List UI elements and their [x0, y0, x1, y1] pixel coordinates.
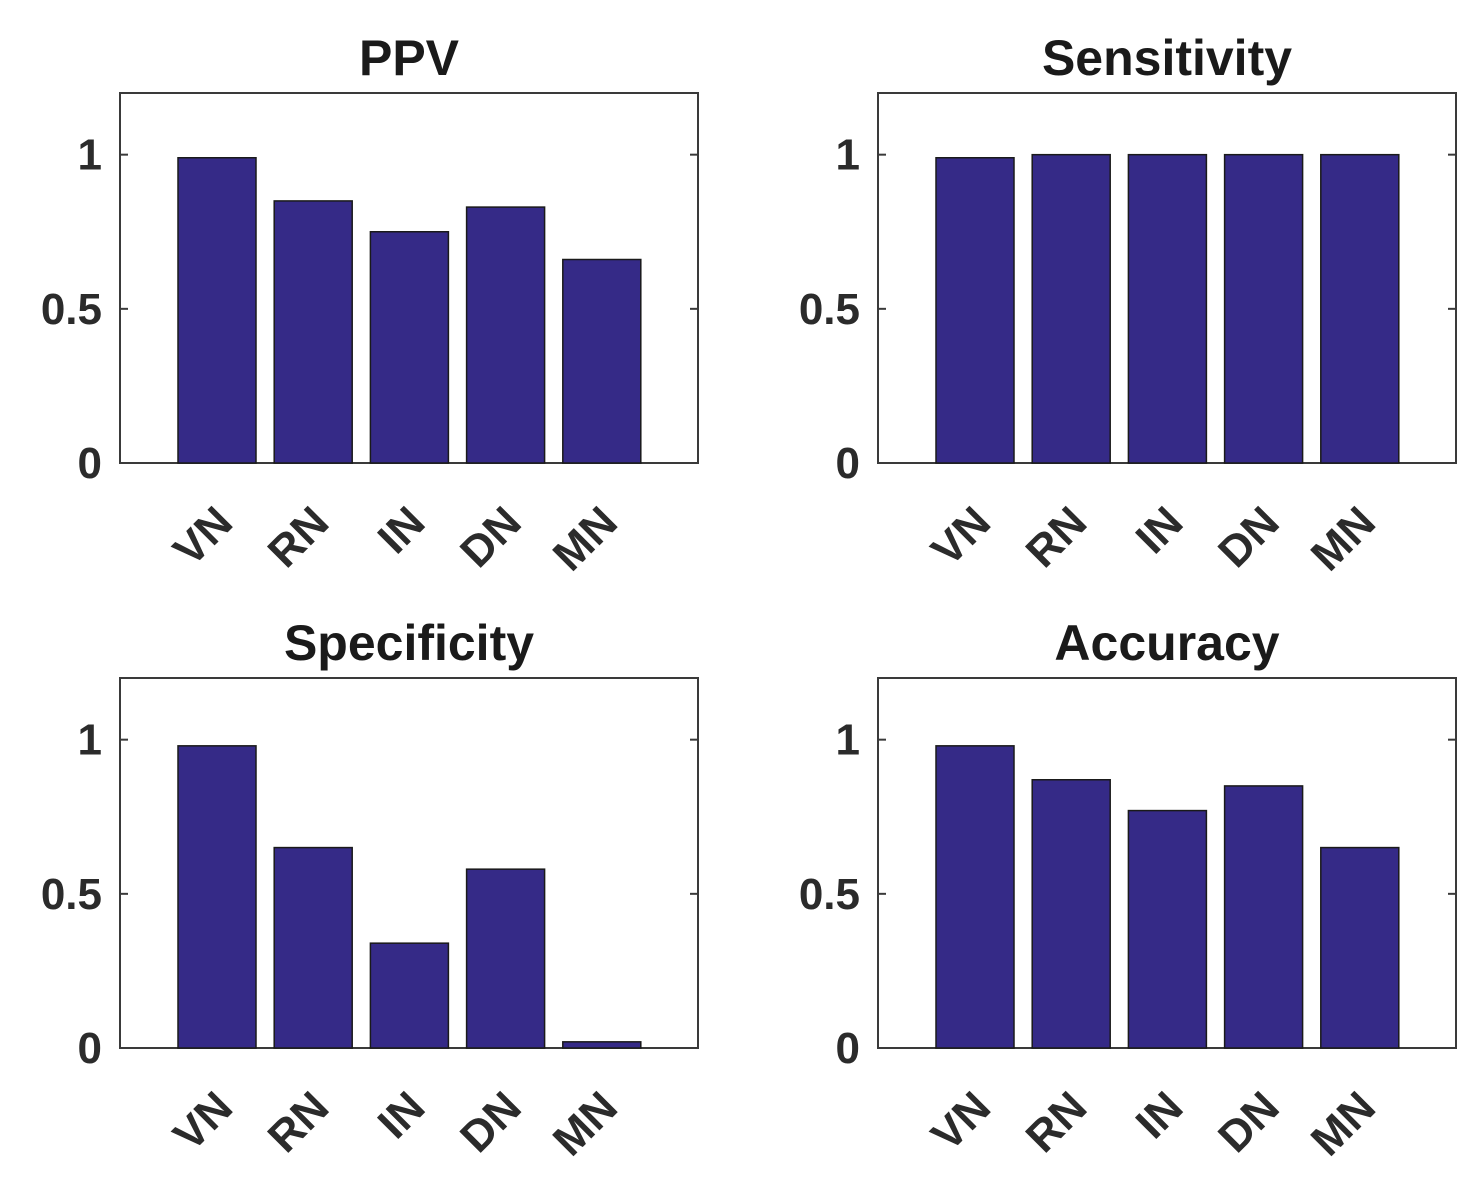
- bar-dn: [465, 206, 546, 464]
- bar-vn: [177, 157, 257, 464]
- bar-dn: [1223, 785, 1304, 1049]
- y-tick-label: 1: [78, 716, 102, 765]
- x-tick-label: IN: [1127, 1082, 1193, 1148]
- bar-in: [1127, 153, 1208, 464]
- bar-rn: [273, 200, 353, 464]
- y-tick-label: 1: [78, 131, 102, 180]
- x-tick-label: RN: [1017, 497, 1097, 577]
- x-tick-label: VN: [922, 1082, 1000, 1160]
- chart-panel-1: Sensitivity 0 0.5 1 VN RN IN DN MN: [799, 30, 1457, 580]
- x-tick-label: MN: [544, 1082, 627, 1165]
- chart-panel-0: PPV 0 0.5 1 VN RN IN DN MN: [41, 30, 699, 580]
- x-tick-label: DN: [1209, 497, 1289, 577]
- bar-vn: [935, 157, 1015, 464]
- x-tick-label: VN: [164, 1082, 242, 1160]
- bar-mn: [562, 1041, 642, 1049]
- x-tick-label: VN: [164, 497, 242, 575]
- x-tick-label: DN: [451, 497, 531, 577]
- y-tick-label: 0.5: [799, 285, 860, 334]
- y-tick-label: 0.5: [41, 285, 102, 334]
- bar-in: [369, 231, 450, 464]
- x-tick-label: MN: [544, 497, 627, 580]
- bar-rn: [1031, 779, 1111, 1049]
- x-tick-label: DN: [451, 1082, 531, 1162]
- y-tick-label: 1: [836, 131, 860, 180]
- x-tick-label: IN: [369, 1082, 435, 1148]
- x-tick-label: MN: [1302, 497, 1385, 580]
- bar-rn: [273, 846, 353, 1049]
- y-tick-label: 0: [78, 439, 102, 488]
- bar-vn: [935, 745, 1015, 1049]
- x-tick-label: IN: [369, 497, 435, 563]
- bar-vn: [177, 745, 257, 1049]
- bar-in: [1127, 809, 1208, 1049]
- bar-mn: [1320, 846, 1400, 1049]
- x-tick-label: MN: [1302, 1082, 1385, 1165]
- bar-rn: [1031, 153, 1111, 464]
- y-tick-label: 0: [78, 1024, 102, 1073]
- x-tick-label: RN: [1017, 1082, 1097, 1162]
- y-tick-label: 0.5: [41, 870, 102, 919]
- y-tick-label: 0.5: [799, 870, 860, 919]
- y-tick-label: 1: [836, 716, 860, 765]
- y-tick-label: 0: [836, 1024, 860, 1073]
- panel-title: Sensitivity: [1042, 30, 1292, 86]
- panel-title: Specificity: [284, 615, 534, 671]
- bar-in: [369, 942, 450, 1049]
- bar-dn: [465, 868, 546, 1049]
- x-tick-label: VN: [922, 497, 1000, 575]
- x-tick-label: RN: [259, 1082, 339, 1162]
- y-tick-label: 0: [836, 439, 860, 488]
- bar-dn: [1223, 153, 1304, 464]
- panel-title: Accuracy: [1054, 615, 1279, 671]
- x-tick-label: DN: [1209, 1082, 1289, 1162]
- bar-mn: [562, 258, 642, 464]
- chart-panel-2: Specificity 0 0.5 1 VN RN IN DN MN: [41, 615, 699, 1165]
- chart-panel-3: Accuracy 0 0.5 1 VN RN IN DN MN: [799, 615, 1457, 1165]
- x-tick-label: RN: [259, 497, 339, 577]
- panel-title: PPV: [359, 30, 460, 86]
- bar-mn: [1320, 153, 1400, 464]
- x-tick-label: IN: [1127, 497, 1193, 563]
